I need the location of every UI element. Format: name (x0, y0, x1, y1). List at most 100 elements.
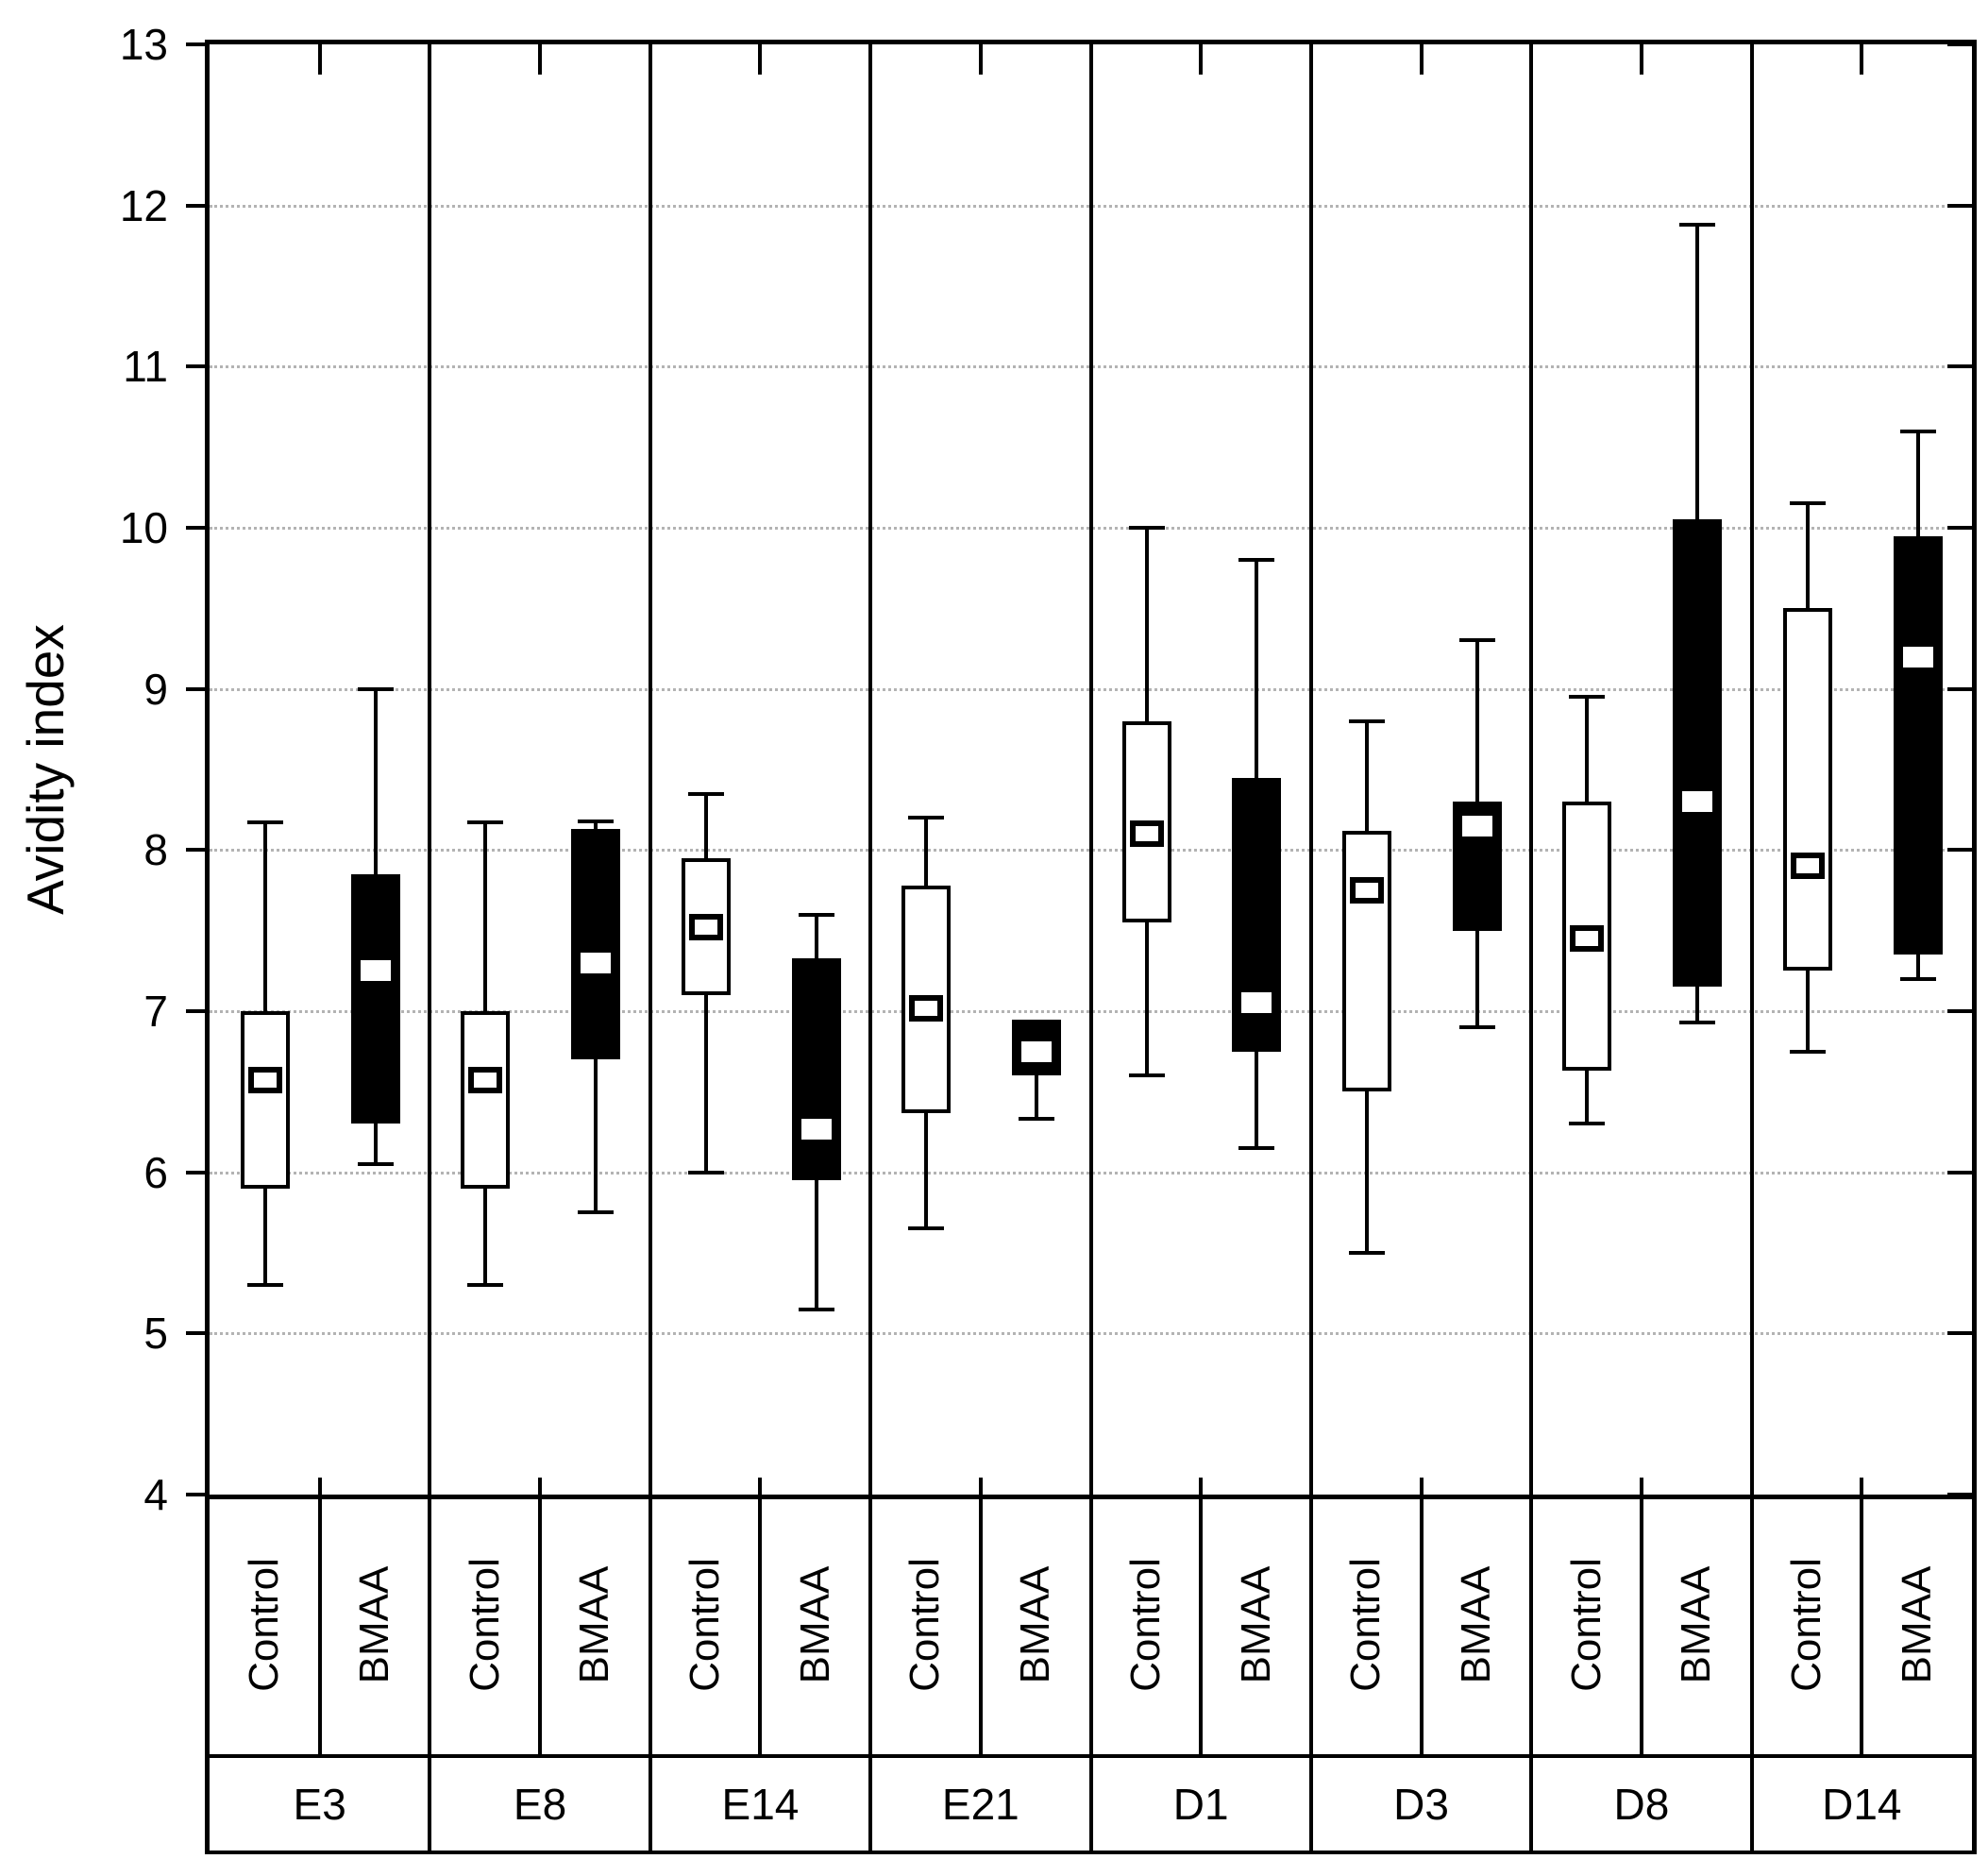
whisker-stem-bmaa (1035, 1075, 1039, 1120)
whisker-stem-bmaa (373, 688, 378, 874)
bottom-group-tick (978, 1478, 983, 1495)
left-tick (186, 42, 205, 46)
strip-series-divider (317, 1495, 322, 1754)
whisker-stem-control (1585, 697, 1590, 803)
whisker-stem-bmaa (1255, 560, 1259, 778)
panel-divider (868, 44, 873, 1495)
box-bmaa-E3 (350, 873, 400, 1124)
series-label-bmaa: BMAA (1673, 1565, 1720, 1683)
whisker-stem-control (1144, 528, 1149, 721)
top-group-tick (1419, 44, 1424, 75)
y-tick-label: 8 (143, 825, 168, 875)
whisker-stem-control (263, 1188, 268, 1286)
mean-marker-bmaa (1241, 992, 1272, 1014)
series-label-bmaa: BMAA (791, 1565, 838, 1683)
whisker-stem-control (703, 994, 708, 1173)
right-tick (1947, 526, 1972, 530)
box-bmaa-D14 (1893, 535, 1943, 955)
panel-divider (1088, 44, 1093, 1495)
strip-series-divider (1639, 1495, 1643, 1754)
whisker-cap-bmaa (1238, 1146, 1275, 1151)
strip-series-divider (538, 1495, 543, 1754)
mean-marker-control (248, 1067, 283, 1094)
strip2-bottom-border (205, 1851, 1977, 1854)
series-label-control: Control (1342, 1557, 1390, 1692)
bottom-group-tick (1199, 1478, 1204, 1495)
panel-divider (648, 44, 652, 1495)
whisker-stem-control (1364, 720, 1369, 831)
whisker-stem-control (924, 1112, 929, 1229)
y-tick-label: 13 (119, 20, 168, 69)
whisker-cap-bmaa (1019, 1117, 1055, 1122)
whisker-cap-control (687, 1170, 724, 1175)
right-tick (1947, 1009, 1972, 1013)
right-tick (1947, 686, 1972, 691)
whisker-stem-bmaa (594, 1059, 598, 1213)
mean-marker-control (1570, 925, 1605, 953)
series-label-bmaa: BMAA (1012, 1565, 1059, 1683)
whisker-stem-control (1805, 971, 1810, 1052)
series-label-control: Control (1562, 1557, 1609, 1692)
y-axis-title: Avidity index (16, 624, 75, 915)
whisker-cap-control (1569, 695, 1606, 700)
strip1-right-border (1972, 1495, 1977, 1754)
series-label-bmaa: BMAA (1452, 1565, 1499, 1683)
left-tick (186, 1009, 205, 1013)
whisker-cap-bmaa (1458, 1025, 1495, 1030)
top-group-tick (317, 44, 322, 75)
panel-divider (1749, 44, 1754, 1495)
whisker-stem-bmaa (1255, 1051, 1259, 1149)
mean-marker-control (1349, 877, 1384, 904)
bottom-group-tick (538, 1478, 543, 1495)
bottom-group-tick (758, 1478, 763, 1495)
whisker-cap-bmaa (1238, 558, 1275, 563)
bottom-group-tick (1639, 1478, 1643, 1495)
series-label-control: Control (1782, 1557, 1829, 1692)
whisker-cap-bmaa (578, 819, 615, 823)
series-label-bmaa: BMAA (1232, 1565, 1279, 1683)
whisker-cap-bmaa (1679, 223, 1716, 228)
right-tick (1947, 42, 1972, 46)
whisker-stem-bmaa (1915, 431, 1920, 536)
strip-panel-divider (1308, 1495, 1313, 1851)
right-tick (1947, 1331, 1972, 1336)
whisker-stem-bmaa (594, 820, 598, 830)
bottom-group-tick (317, 1478, 322, 1495)
mean-marker-control (1790, 853, 1825, 880)
strip-panel-divider (1088, 1495, 1093, 1851)
y-tick-label: 11 (123, 342, 168, 392)
whisker-cap-control (1128, 1073, 1165, 1078)
right-tick (1947, 364, 1972, 369)
series-label-bmaa: BMAA (1893, 1565, 1940, 1683)
left-tick (186, 1493, 205, 1496)
whisker-stem-bmaa (1695, 987, 1700, 1022)
top-group-tick (1639, 44, 1643, 75)
strip-series-divider (1419, 1495, 1424, 1754)
plot-frame-right (1972, 40, 1977, 1499)
strip-panel-divider (1749, 1495, 1754, 1851)
left-tick (186, 1170, 205, 1175)
whisker-cap-bmaa (357, 1162, 394, 1167)
whisker-cap-bmaa (1899, 429, 1936, 433)
y-tick-label: 12 (119, 180, 168, 230)
y-tick-label: 5 (143, 1309, 168, 1359)
strip2-right-border (1972, 1754, 1977, 1851)
panel-divider (428, 44, 432, 1495)
series-label-control: Control (241, 1557, 288, 1692)
box-control-E3 (241, 1011, 291, 1189)
whisker-cap-bmaa (1458, 638, 1495, 643)
whisker-stem-bmaa (1474, 930, 1479, 1028)
top-group-tick (1199, 44, 1204, 75)
plot-frame-left (205, 40, 210, 1499)
whisker-cap-control (247, 1283, 284, 1288)
strip2-left-border (205, 1754, 210, 1851)
whisker-cap-control (1789, 1049, 1826, 1054)
mean-marker-control (909, 994, 944, 1022)
top-group-tick (538, 44, 543, 75)
bottom-group-tick (1419, 1478, 1424, 1495)
series-label-control: Control (1121, 1557, 1169, 1692)
strip-series-divider (1860, 1495, 1864, 1754)
mean-marker-bmaa (1461, 815, 1492, 837)
top-group-tick (758, 44, 763, 75)
strip-panel-divider (868, 1495, 873, 1851)
